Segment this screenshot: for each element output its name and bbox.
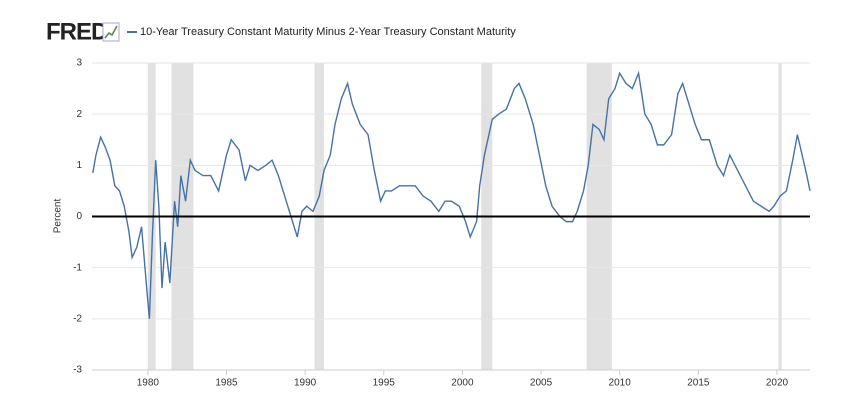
logo-icon <box>102 22 120 42</box>
y-tick-label: -1 <box>73 262 82 273</box>
logo: FRED <box>46 18 108 45</box>
y-tick-label: 2 <box>76 109 82 120</box>
y-tick-label: 1 <box>76 160 82 171</box>
x-tick-label: 2000 <box>451 378 474 389</box>
data-line <box>92 70 811 319</box>
x-tick-label: 2015 <box>687 378 710 389</box>
x-tick-label: 1995 <box>373 378 396 389</box>
y-axis-label: Percent <box>53 199 64 234</box>
y-tick-label: 0 <box>76 211 82 222</box>
y-tick-label: 3 <box>76 58 82 69</box>
chart-title: 10-Year Treasury Constant Maturity Minus… <box>140 26 516 38</box>
x-tick-label: 1990 <box>294 378 317 389</box>
x-tick-label: 2010 <box>609 378 632 389</box>
x-tick-label: 1980 <box>137 378 160 389</box>
x-tick-label: 2005 <box>530 378 553 389</box>
x-tick-label: 2020 <box>766 378 789 389</box>
x-tick-label: 1985 <box>215 378 238 389</box>
y-tick-label: -2 <box>73 313 82 324</box>
y-tick-label: -3 <box>73 365 82 376</box>
